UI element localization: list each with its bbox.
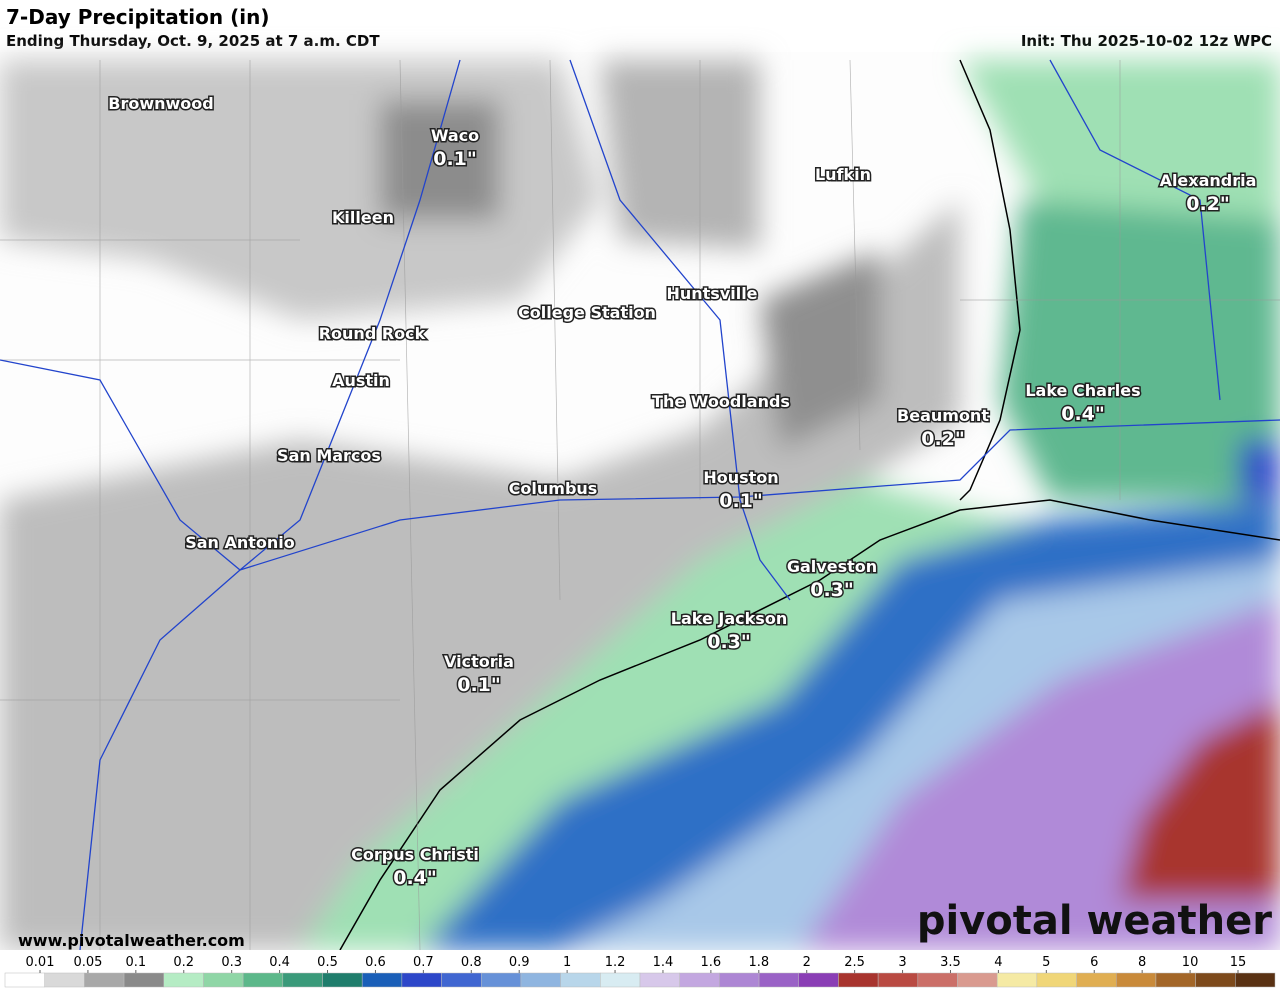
legend-swatch [481,972,522,988]
legend-swatch [600,972,641,988]
legend-swatch [282,972,323,988]
legend-swatch [1195,972,1236,988]
legend-swatch [1155,972,1196,988]
legend-swatch [957,972,998,988]
city-name: College Station [518,303,656,322]
legend-tick-label: 0.01 [26,955,55,970]
city-precip: 0.2" [921,428,965,450]
legend-swatch [798,972,839,988]
legend-tick-label: 1.2 [605,955,626,970]
city-precip: 0.2" [1186,193,1230,215]
legend-tick-label: 8 [1138,955,1146,970]
legend-tick-label: 1.4 [653,955,674,970]
city-precip: 0.3" [810,579,854,601]
map [0,52,1280,951]
legend-tick-label: 5 [1042,955,1050,970]
legend-swatch [84,972,125,988]
legend-swatch [242,972,284,988]
city-precip: 0.1" [457,674,501,696]
legend-swatch [758,972,799,988]
legend-tick-label: 0.5 [317,955,338,970]
legend-swatch [322,972,363,988]
legend-swatch [44,972,85,988]
legend-swatch [719,972,760,988]
legend-tick-label: 2 [803,955,811,970]
city-name: San Antonio [185,533,295,552]
legend-tick-label: 0.4 [269,955,290,970]
city-name: Waco [431,126,479,145]
legend-tick-label: 1.6 [701,955,722,970]
legend-swatch [4,972,45,988]
legend-swatch [163,972,204,988]
city-name: Columbus [509,479,598,498]
legend-swatch [639,972,680,988]
city-name: San Marcos [277,446,381,465]
legend-swatch [1235,972,1276,988]
legend-tick-label: 1.8 [748,955,769,970]
legend-tick-label: 0.7 [413,955,434,970]
city-name: Austin [332,371,390,390]
city-name: Houston [703,468,778,487]
legend-tick-label: 0.2 [173,955,194,970]
city-name: Huntsville [666,284,757,303]
header-bg [0,0,1280,52]
legend-swatch [441,972,482,988]
city-precip: 0.4" [1061,403,1105,425]
legend-swatch [560,972,601,988]
legend-tick-label: 15 [1230,955,1247,970]
city-name: Lake Charles [1025,381,1140,400]
legend-tick-label: 1 [563,955,571,970]
legend-tick-label: 6 [1090,955,1098,970]
city-precip: 0.3" [707,631,751,653]
legend-swatch [877,972,919,988]
city-name: Round Rock [319,324,426,343]
legend-swatch [203,972,244,988]
legend-tick-label: 3 [898,955,906,970]
city-name: Victoria [444,652,514,671]
legend-tick-label: 3.5 [940,955,961,970]
subtitle: Ending Thursday, Oct. 9, 2025 at 7 a.m. … [6,32,380,50]
legend-swatch [679,972,720,988]
legend-tick-label: 0.3 [221,955,242,970]
legend-tick-label: 0.05 [73,955,102,970]
city-name: Beaumont [897,406,989,425]
legend-swatch [1076,972,1117,988]
legend-swatch [917,972,958,988]
city-name: Corpus Christi [351,845,479,864]
legend-tick-label: 0.1 [125,955,146,970]
legend-tick-label: 2.5 [844,955,865,970]
city-name: Killeen [332,208,394,227]
legend-swatch [1116,972,1157,988]
legend-swatch [520,972,561,988]
brand-logo: pivotal weather [917,898,1272,944]
city-name: The Woodlands [652,392,790,411]
legend-swatch [996,972,1038,988]
legend-tick-label: 0.8 [461,955,482,970]
website-url: www.pivotalweather.com [18,931,245,950]
init-time: Init: Thu 2025-10-02 12z WPC [1021,32,1272,50]
city-name: Galveston [787,557,877,576]
legend-tick-label: 0.9 [509,955,530,970]
legend-swatch [401,972,442,988]
city-name: Brownwood [108,94,213,113]
legend-swatch [1036,972,1077,988]
city-name: Lake Jackson [671,609,787,628]
legend-swatch [361,972,403,988]
legend-tick-label: 0.6 [365,955,386,970]
legend-swatch [123,972,164,988]
legend-tick-label: 4 [994,955,1002,970]
city-precip: 0.4" [393,867,437,889]
legend-swatch [838,972,879,988]
title: 7-Day Precipitation (in) [6,5,269,29]
city-name: Lufkin [815,165,871,184]
city-name: Alexandria [1160,171,1257,190]
legend-tick-label: 10 [1182,955,1199,970]
city-precip: 0.1" [433,148,477,170]
city-precip: 0.1" [719,490,763,512]
